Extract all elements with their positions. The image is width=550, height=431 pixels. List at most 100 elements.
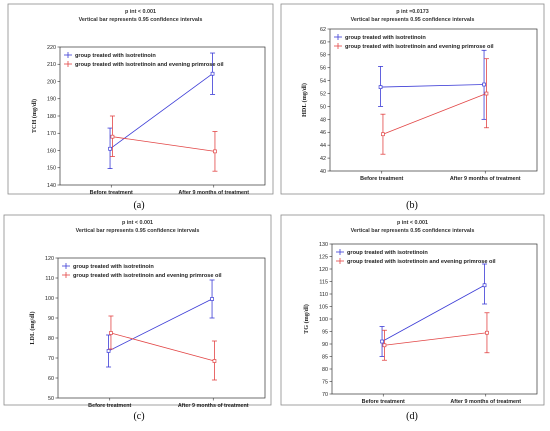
y-tick-label: 52 xyxy=(320,91,326,97)
data-point xyxy=(212,359,217,363)
series-line-2 xyxy=(384,332,487,346)
y-tick-label: 62 xyxy=(320,27,326,33)
y-tick-label: 90 xyxy=(322,342,328,348)
legend-entry: group treated with isotretinoin xyxy=(347,250,428,256)
legend-entry: group treated with isotretinoin and even… xyxy=(347,259,496,265)
series-line-1 xyxy=(109,73,213,150)
y-tick-label: 150 xyxy=(47,166,56,172)
y-tick-label: 56 xyxy=(320,66,326,72)
y-tick-label: 110 xyxy=(319,292,328,298)
data-point xyxy=(213,149,217,154)
y-tick-label: 40 xyxy=(320,169,326,175)
plot-area xyxy=(329,28,538,172)
legend-entry: group treated with isotretinoin xyxy=(345,35,426,41)
series-line-2 xyxy=(112,136,216,152)
panel-caption: (d) xyxy=(406,411,418,422)
data-point xyxy=(484,91,489,96)
y-tick-label: 60 xyxy=(48,376,54,382)
y-tick-label: 160 xyxy=(47,148,56,154)
y-tick-label: 95 xyxy=(322,329,328,335)
y-tick-label: 48 xyxy=(320,117,326,123)
y-tick-label: 120 xyxy=(45,256,54,262)
y-axis-title: TCH (mg/dl) xyxy=(31,99,38,133)
x-tick-label: After 9 months of treatment xyxy=(178,190,249,196)
legend-entry: group treated with isotretinoin and even… xyxy=(73,273,222,279)
y-tick-label: 100 xyxy=(45,296,54,302)
ci-note: Vertical bar represents 0.95 confidence … xyxy=(79,17,203,23)
x-tick-label: Before treatment xyxy=(90,190,133,196)
y-tick-label: 80 xyxy=(322,367,328,373)
stat-line: p int < 0.001 xyxy=(397,220,428,226)
chart-panel-3: p int < 0.001 Vertical bar represents 0.9… xyxy=(3,214,272,422)
y-tick-label: 220 xyxy=(47,45,56,51)
legend-entry: group treated with isotretinoin xyxy=(73,264,154,270)
panel-frame xyxy=(7,3,274,195)
legend-entry: group treated with isotretinoin and even… xyxy=(75,62,224,68)
x-tick-label: Before treatment xyxy=(88,403,131,409)
legend-entry: group treated with isotretinoin and even… xyxy=(345,44,494,50)
series-line-1 xyxy=(380,84,485,88)
series-line-1 xyxy=(381,284,485,342)
data-point xyxy=(482,82,486,87)
panel-frame xyxy=(280,3,545,195)
y-axis-title: LDL (mg/dl) xyxy=(29,311,36,344)
series-line-2 xyxy=(382,93,487,135)
y-tick-label: 50 xyxy=(48,396,54,402)
y-tick-label: 50 xyxy=(320,104,326,110)
data-point xyxy=(110,134,115,139)
y-tick-label: 140 xyxy=(47,183,56,189)
y-tick-label: 105 xyxy=(319,304,328,310)
y-tick-label: 85 xyxy=(322,354,328,360)
plot-area xyxy=(57,257,266,399)
ci-note: Vertical bar represents 0.95 confidence … xyxy=(351,228,475,234)
y-tick-label: 180 xyxy=(47,114,56,120)
y-axis-title: TG (mg/dl) xyxy=(303,304,310,334)
data-point xyxy=(482,283,487,288)
x-tick-label: After 9 months of treatment xyxy=(450,399,521,405)
panel-caption: (c) xyxy=(133,411,144,422)
series-line-1 xyxy=(108,298,213,352)
y-tick-label: 110 xyxy=(45,276,54,282)
y-tick-label: 42 xyxy=(320,156,326,162)
chart-panel-4: p int < 0.001 Vertical bar represents 0.9… xyxy=(280,214,545,422)
ci-note: Vertical bar represents 0.95 confidence … xyxy=(351,17,475,23)
y-tick-label: 75 xyxy=(322,379,328,385)
x-tick-label: Before treatment xyxy=(360,176,403,182)
x-tick-label: Before treatment xyxy=(362,399,405,405)
y-tick-label: 70 xyxy=(48,356,54,362)
y-tick-label: 170 xyxy=(47,131,56,137)
stat-line: p int < 0.001 xyxy=(122,220,153,226)
y-tick-label: 210 xyxy=(47,62,56,68)
panel-frame xyxy=(3,214,272,406)
data-point xyxy=(108,146,112,151)
stat-line: p int =0.0173 xyxy=(396,9,429,15)
y-tick-label: 200 xyxy=(47,79,56,85)
data-point xyxy=(106,349,111,353)
y-tick-label: 190 xyxy=(47,97,56,103)
y-tick-label: 80 xyxy=(48,336,54,342)
y-tick-label: 44 xyxy=(320,143,326,149)
y-axis-title: HDL (mg/dl) xyxy=(301,83,308,117)
y-tick-label: 46 xyxy=(320,130,326,136)
data-point xyxy=(380,339,384,344)
ci-note: Vertical bar represents 0.95 confidence … xyxy=(76,228,200,234)
data-point xyxy=(210,297,214,301)
y-tick-label: 60 xyxy=(320,40,326,46)
stat-line: p int < 0.001 xyxy=(125,9,156,15)
y-tick-label: 115 xyxy=(319,279,328,285)
chart-panel-2: p int =0.0173 Vertical bar represents 0.9… xyxy=(280,3,545,211)
x-tick-label: After 9 months of treatment xyxy=(178,403,249,409)
panel-caption: (a) xyxy=(133,200,144,211)
x-tick-label: After 9 months of treatment xyxy=(450,176,521,182)
data-point xyxy=(109,331,113,335)
y-tick-label: 54 xyxy=(320,79,326,85)
y-tick-label: 130 xyxy=(319,242,328,248)
y-tick-label: 90 xyxy=(48,316,54,322)
y-tick-label: 120 xyxy=(319,267,328,273)
data-point xyxy=(381,132,385,137)
data-point xyxy=(382,343,387,348)
y-tick-label: 58 xyxy=(320,53,326,59)
panel-frame xyxy=(280,214,545,406)
data-point xyxy=(485,330,489,335)
